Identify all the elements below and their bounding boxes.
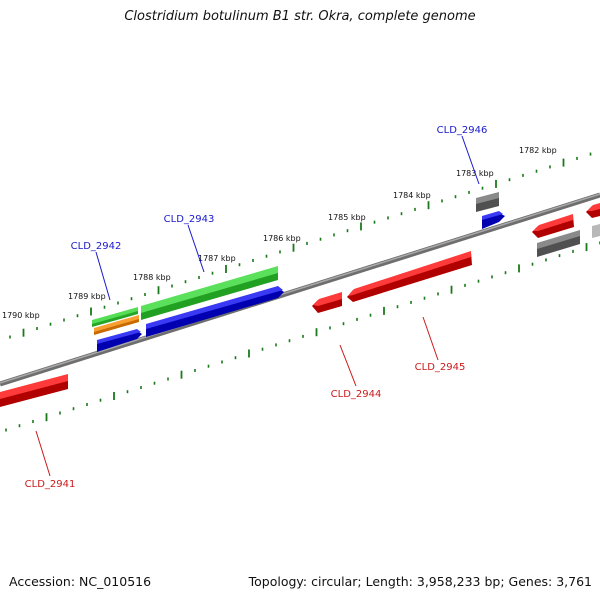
gene-label-cld-2946[interactable]: CLD_2946 (437, 125, 488, 136)
ruler-upper-track (9, 152, 592, 339)
leader-cld-2944 (339, 344, 357, 387)
gene-label-cld-2944[interactable]: CLD_2944 (331, 389, 382, 400)
accession-label: Accession: NC_010516 (9, 574, 152, 589)
feature-gray-right[interactable] (537, 230, 580, 257)
leader-cld-2946 (461, 135, 480, 185)
ruler-label: 1787 kbp (198, 254, 236, 263)
genome-backbone (0, 192, 600, 387)
feature-cld-2942[interactable] (97, 329, 142, 352)
genome-title: Clostridium botulinum B1 str. Okra, comp… (124, 9, 476, 24)
ruler-label: 1788 kbp (133, 273, 171, 282)
leader-cld-2943 (187, 224, 205, 273)
gene-label-cld-2942[interactable]: CLD_2942 (71, 241, 122, 252)
ruler-label: 1784 kbp (393, 191, 431, 200)
ruler-label: 1790 kbp (2, 311, 40, 320)
feature-cld-2942-orange[interactable] (94, 315, 139, 335)
feature-red-right-2[interactable] (586, 203, 600, 218)
ruler-lower-track (5, 241, 600, 432)
feature-cld-2946[interactable] (482, 211, 505, 229)
genome-backbone-highlight (0, 193, 600, 384)
feature-cld-2943[interactable] (146, 286, 284, 337)
ruler-label: 1789 kbp (68, 292, 106, 301)
ruler-label: 1782 kbp (519, 146, 557, 155)
ruler-label: 1785 kbp (328, 213, 366, 222)
feature-cld-2942-green[interactable] (92, 307, 138, 327)
feature-cld-2946-gray[interactable] (476, 192, 499, 212)
topology-summary: Topology: circular; Length: 3,958,233 bp… (248, 574, 592, 589)
gene-label-cld-2945[interactable]: CLD_2945 (415, 362, 466, 373)
feature-cld-2945[interactable] (347, 251, 472, 302)
leader-cld-2945 (422, 316, 439, 361)
feature-red-right-1[interactable] (532, 214, 574, 238)
leader-cld-2941 (35, 430, 51, 477)
feature-cld-2944[interactable] (312, 292, 342, 313)
ruler-label: 1786 kbp (263, 234, 301, 243)
feature-lightgray-right[interactable] (592, 224, 600, 238)
leader-cld-2942 (95, 251, 111, 301)
feature-cld-2943-green[interactable] (141, 266, 278, 320)
feature-cld-2941[interactable] (0, 374, 68, 407)
gene-label-cld-2943[interactable]: CLD_2943 (164, 214, 215, 225)
gene-label-cld-2941[interactable]: CLD_2941 (25, 479, 76, 490)
